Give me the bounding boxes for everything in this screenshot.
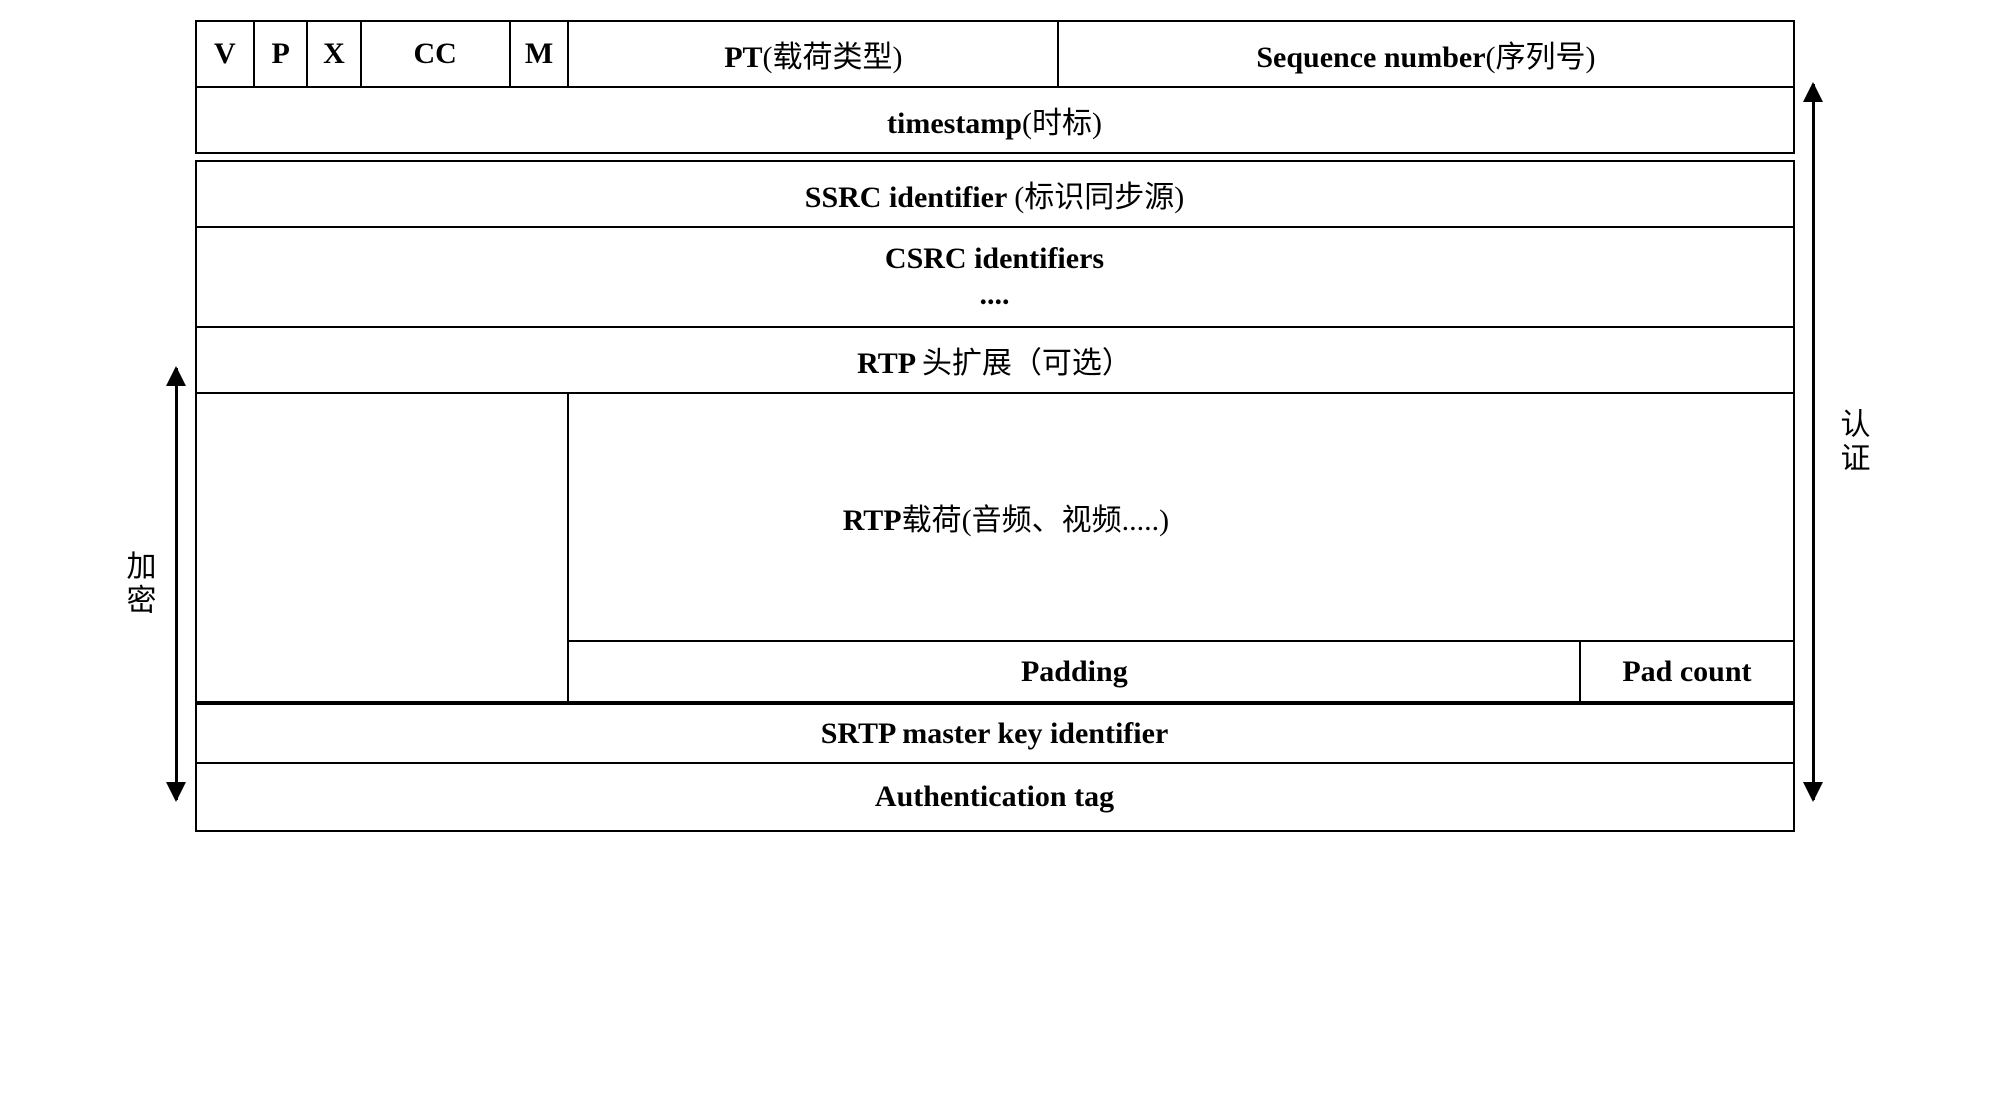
ssrc-row: SSRC identifier (标识同步源) bbox=[196, 161, 1794, 227]
payload-row: RTP载荷(音频、视频.....) bbox=[196, 393, 1794, 641]
field-auth-tag: Authentication tag bbox=[196, 763, 1794, 831]
payload-rest: 载荷(音频、视频.....) bbox=[902, 504, 1169, 537]
field-x: X bbox=[307, 21, 360, 87]
field-rtp-ext: RTP 头扩展（可选） bbox=[196, 327, 1794, 393]
payload-bold: RTP bbox=[843, 504, 902, 537]
csrc-row: CSRC identifiers .... bbox=[196, 227, 1794, 327]
packet-structure-table: V P X CC M PT(载荷类型) Sequence number(序列号)… bbox=[195, 20, 1795, 832]
right-double-arrow bbox=[1812, 84, 1815, 800]
field-sequence-number: Sequence number(序列号) bbox=[1058, 21, 1793, 87]
field-ssrc: SSRC identifier (标识同步源) bbox=[196, 161, 1794, 227]
field-pad-count: Pad count bbox=[1580, 641, 1793, 703]
field-pt: PT(载荷类型) bbox=[568, 21, 1058, 87]
field-csrc: CSRC identifiers .... bbox=[196, 227, 1794, 327]
timestamp-paren: (时标) bbox=[1022, 107, 1102, 140]
ssrc-paren: (标识同步源) bbox=[1014, 181, 1184, 214]
field-p: P bbox=[254, 21, 307, 87]
field-timestamp: timestamp(时标) bbox=[196, 87, 1794, 153]
ssrc-label: SSRC identifier bbox=[805, 181, 1014, 214]
left-label-text: 加密 bbox=[116, 550, 160, 618]
field-pt-label: PT bbox=[724, 41, 762, 74]
field-v: V bbox=[196, 21, 255, 87]
field-mki: SRTP master key identifier bbox=[196, 703, 1794, 763]
mki-row: SRTP master key identifier bbox=[196, 703, 1794, 763]
field-padding: Padding bbox=[568, 641, 1580, 703]
field-payload: RTP载荷(音频、视频.....) bbox=[568, 393, 1793, 641]
left-encryption-bracket: 加密 bbox=[107, 20, 187, 800]
field-pt-paren: (载荷类型) bbox=[763, 41, 903, 74]
timestamp-row: timestamp(时标) bbox=[196, 87, 1794, 153]
field-payload-left bbox=[196, 393, 569, 703]
field-cc: CC bbox=[361, 21, 510, 87]
csrc-dots: .... bbox=[205, 277, 1785, 313]
right-label-text: 认证 bbox=[1830, 408, 1874, 476]
right-auth-bracket: 认证 bbox=[1803, 20, 1883, 800]
auth-row: Authentication tag bbox=[196, 763, 1794, 831]
rtp-ext-rest: 头扩展（可选） bbox=[922, 347, 1132, 380]
field-m: M bbox=[510, 21, 569, 87]
left-double-arrow bbox=[175, 368, 178, 800]
csrc-label: CSRC identifiers bbox=[205, 241, 1785, 277]
field-seq-paren: (序列号) bbox=[1486, 41, 1596, 74]
rtp-ext-bold: RTP bbox=[857, 347, 922, 380]
header-fields-row: V P X CC M PT(载荷类型) Sequence number(序列号) bbox=[196, 21, 1794, 87]
timestamp-label: timestamp bbox=[887, 107, 1022, 140]
rtp-ext-row: RTP 头扩展（可选） bbox=[196, 327, 1794, 393]
srtp-packet-diagram: 加密 V P X CC bbox=[107, 20, 1883, 832]
field-seq-label: Sequence number bbox=[1256, 41, 1485, 74]
